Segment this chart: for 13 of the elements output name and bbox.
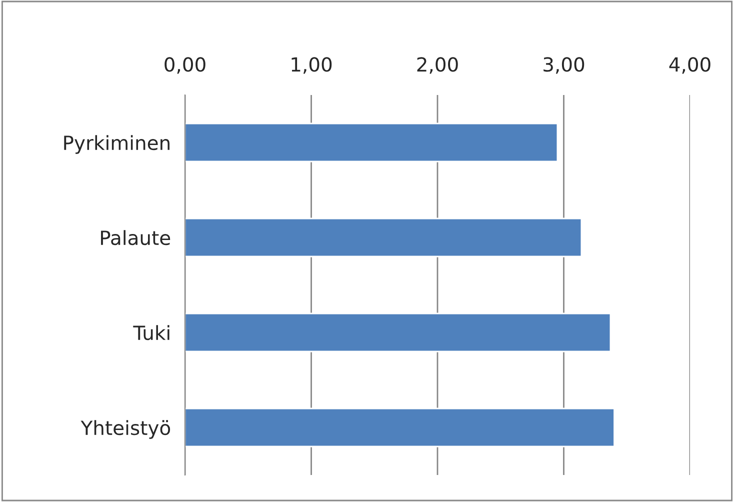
x-tick-label: 1,00 — [292, 57, 332, 74]
y-tick-label: Palaute — [101, 230, 170, 246]
y-tick-label: Yhteistyö — [80, 420, 170, 439]
y-tick-label: Tuki — [133, 325, 170, 340]
x-tick-label: 4,00 — [669, 57, 710, 74]
bar — [185, 218, 582, 258]
bar — [185, 408, 615, 448]
x-tick-label: 2,00 — [417, 57, 458, 74]
y-tick-label: Pyrkiminen — [64, 135, 170, 154]
x-tick-label: 0,00 — [164, 57, 206, 74]
x-tick-label: 3,00 — [544, 57, 584, 74]
bar — [185, 312, 612, 352]
bar — [185, 122, 558, 162]
